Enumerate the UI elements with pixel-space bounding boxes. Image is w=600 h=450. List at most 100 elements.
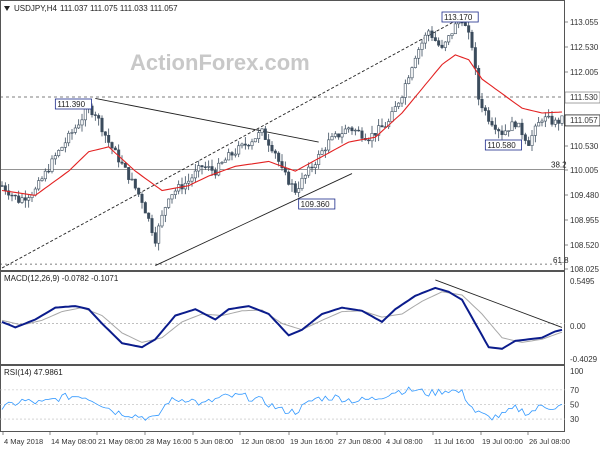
price-tick-label: 108.025: [570, 265, 599, 274]
candle-body: [293, 183, 297, 193]
rsi-layer: [0, 386, 565, 421]
date-tick-label: 14 May 08:00: [51, 437, 96, 446]
candle-body: [297, 188, 301, 193]
price-tick-label: 110.530: [570, 142, 599, 151]
candle-body: [247, 144, 251, 147]
macd-line: [1, 286, 563, 350]
candle-body: [473, 47, 477, 69]
candle-body: [190, 177, 194, 182]
candle-body: [223, 159, 227, 163]
candle-body: [73, 127, 77, 133]
watermark-text: ActionForex.com: [130, 50, 310, 75]
candle-body: [270, 145, 274, 152]
candle-body: [10, 194, 14, 197]
date-tick-label: 27 Jun 08:00: [338, 437, 381, 446]
candle-body: [233, 153, 237, 156]
price-tick-label: 112.005: [570, 68, 599, 77]
candle-body: [470, 31, 474, 48]
candle-body: [207, 166, 211, 168]
candle-body: [37, 180, 41, 190]
candle-body: [230, 152, 234, 156]
candle-body: [273, 150, 277, 154]
candle-body: [253, 138, 257, 143]
candle-body: [100, 117, 104, 133]
swing-high-label-box: [54, 98, 92, 110]
candle-body: [490, 121, 494, 126]
candle-body: [497, 129, 501, 132]
macd-panel-frame: [0, 271, 565, 365]
rsi-line: [1, 386, 563, 421]
candle-body: [103, 131, 107, 136]
candle-body: [263, 128, 267, 140]
level-box-label: 111.530: [570, 93, 598, 102]
candle-body: [137, 187, 141, 195]
candle-body: [327, 139, 331, 151]
candle-body: [227, 152, 231, 161]
candle-body: [157, 225, 161, 244]
candle-body: [300, 177, 304, 189]
candle-body: [360, 130, 364, 139]
candle-body: [480, 98, 484, 109]
candle-body: [400, 97, 404, 104]
candle-body: [0, 185, 4, 187]
candle-body: [13, 194, 17, 197]
candle-body: [67, 132, 71, 144]
candle-body: [453, 23, 457, 35]
candle-body: [447, 35, 451, 43]
level-box-frame: [564, 91, 600, 104]
candle-body: [547, 115, 551, 118]
candle-body: [153, 232, 157, 244]
candle-body: [217, 162, 221, 176]
candle-body: [210, 166, 214, 171]
peak-label: 113.170: [444, 13, 473, 22]
candle-body: [130, 178, 134, 181]
price-tick-label: 109.480: [570, 191, 599, 200]
candle-body: [53, 155, 57, 160]
candle-body: [163, 207, 167, 216]
candle-body: [557, 119, 561, 124]
candle-body: [343, 128, 347, 135]
candle-body: [467, 25, 471, 33]
macd-tick-label: -0.4029: [570, 355, 598, 364]
candle-body: [340, 133, 344, 138]
candle-body: [23, 197, 27, 201]
swing-low-label: 109.360: [301, 200, 330, 209]
candle-body: [347, 127, 351, 130]
candle-body: [40, 178, 44, 181]
date-tick-label: 4 May 2018: [4, 437, 43, 446]
swing-high-label: 111.390: [57, 100, 85, 109]
candle-body: [357, 129, 361, 132]
candle-body: [203, 166, 207, 168]
candle-body: [50, 158, 54, 172]
candle-body: [290, 183, 294, 185]
candle-body: [277, 152, 281, 162]
candle-body: [517, 122, 521, 128]
candle-body: [60, 147, 64, 151]
candle-body: [310, 166, 314, 169]
price-tick-label: 113.055: [570, 18, 599, 27]
candle-body: [83, 108, 87, 121]
rsi-tick-label: 100: [570, 367, 584, 376]
date-tick-label: 26 Jul 08:00: [529, 437, 570, 446]
candle-body: [413, 57, 417, 68]
rsi-tick-label: 50: [570, 400, 579, 409]
macd-tick-label: 0.5495: [570, 277, 595, 286]
candle-body: [123, 162, 127, 168]
candle-body: [127, 167, 131, 180]
candle-body: [173, 190, 177, 195]
candle-body: [113, 147, 117, 151]
candle-body: [330, 136, 334, 141]
candle-body: [257, 132, 261, 139]
candle-body: [477, 67, 481, 100]
rising-dashed-line: [1, 13, 469, 269]
candle-body: [430, 30, 434, 38]
date-tick-label: 5 Jun 08:00: [194, 437, 233, 446]
ohlc-values: 111.037 111.075 111.033 111.057: [60, 4, 178, 13]
candle-body: [333, 133, 337, 137]
candle-body: [47, 170, 51, 173]
candle-body: [510, 121, 514, 132]
candle-body: [397, 102, 401, 107]
candle-body: [77, 124, 81, 129]
candle-body: [143, 202, 147, 214]
